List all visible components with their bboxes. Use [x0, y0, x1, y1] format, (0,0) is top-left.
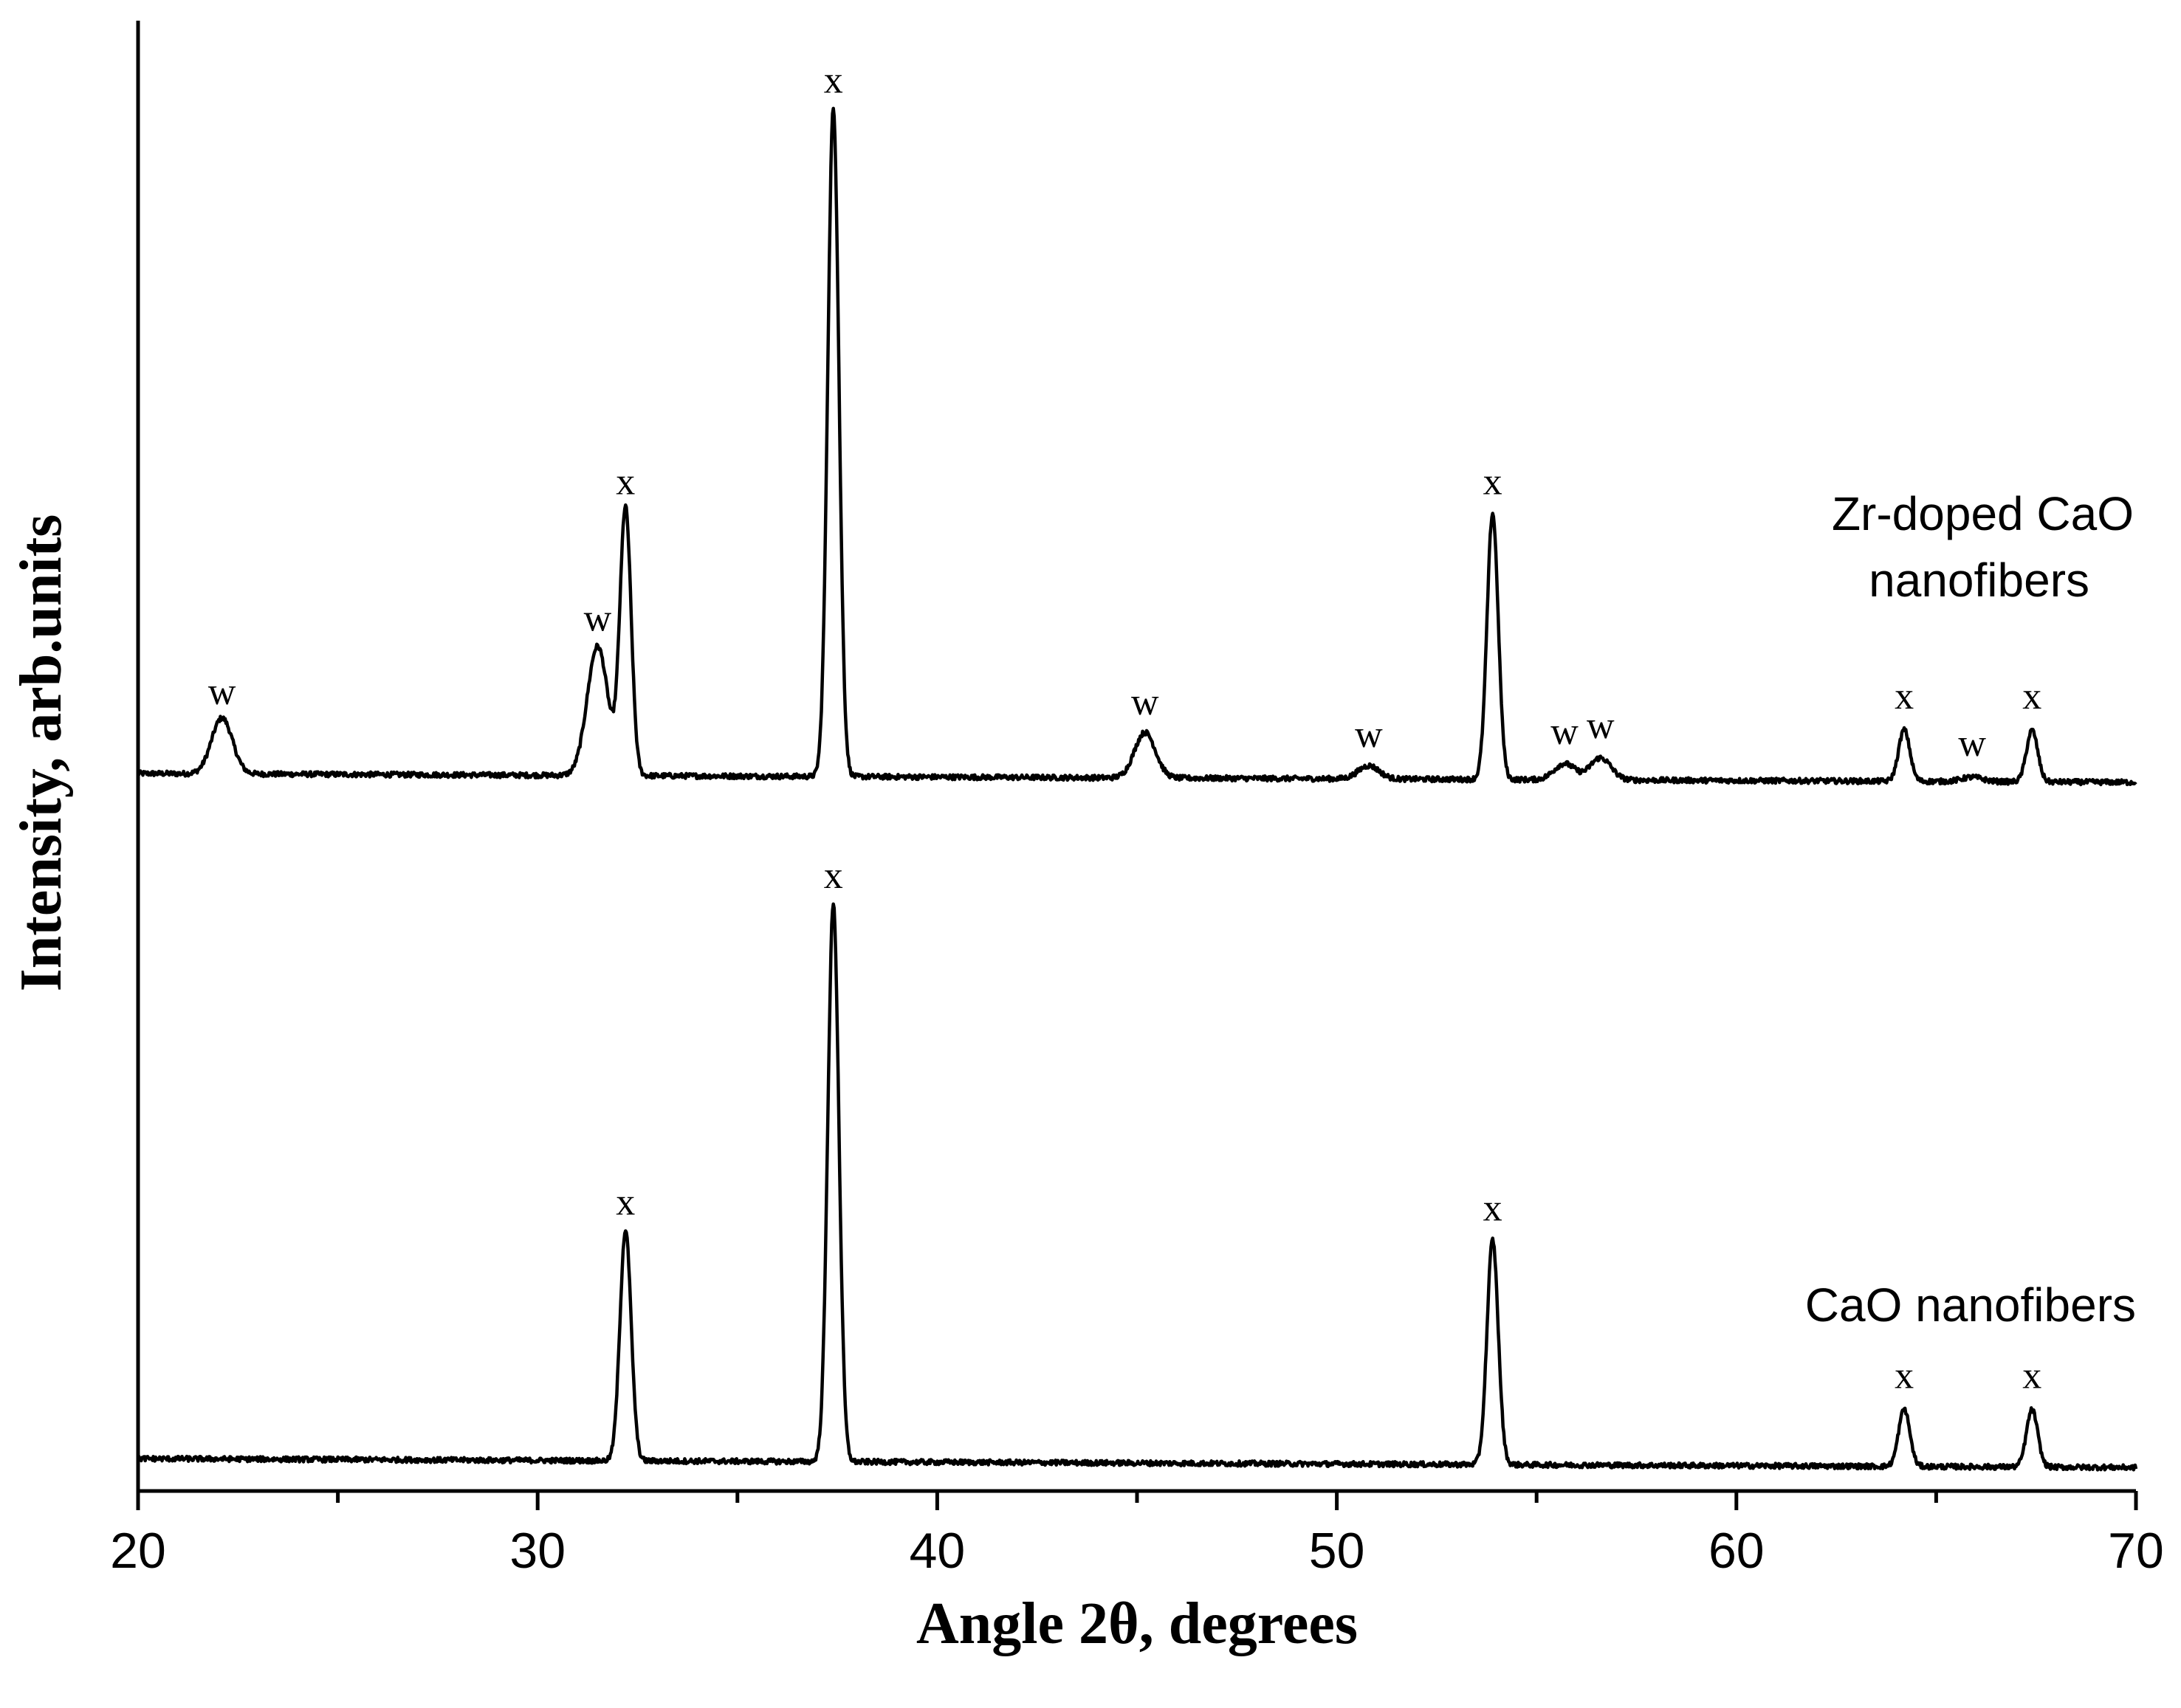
peak-label-zr-w-4: w — [1131, 681, 1159, 723]
peak-label-zr-w-7: w — [1550, 711, 1579, 753]
peak-label-zr-x-9: x — [1895, 675, 1914, 717]
peak-label-cao-x-0: x — [616, 1181, 635, 1223]
plot-area — [136, 21, 2136, 1493]
x-tick-label-20: 20 — [110, 1523, 166, 1579]
peak-label-zr-x-2: x — [616, 461, 635, 503]
x-axis-title: Angle 2θ, degrees — [916, 1591, 1358, 1656]
peak-label-cao-x-1: x — [824, 855, 843, 897]
peak-label-zr-w-5: w — [1355, 714, 1383, 756]
peak-label-zr-w-0: w — [208, 671, 236, 713]
peak-label-zr-x-6: x — [1483, 461, 1502, 503]
x-tick-label-70: 70 — [2108, 1523, 2164, 1579]
x-tick-label-40: 40 — [910, 1523, 966, 1579]
peak-label-zr-x-11: x — [2022, 675, 2041, 717]
y-axis-title: Intensity, arb.units — [9, 514, 74, 992]
x-tick-label-60: 60 — [1708, 1523, 1765, 1579]
peak-label-cao-x-3: x — [1895, 1354, 1914, 1397]
peak-label-cao-x-4: x — [2022, 1354, 2041, 1397]
series-lines — [136, 106, 2138, 1472]
series-label-zr-doped-line2: nanofibers — [1869, 554, 2089, 607]
series-line-zr-doped-cao — [136, 106, 2137, 787]
peak-label-zr-x-3: x — [824, 60, 843, 102]
x-axis-ticks: 20 30 40 50 60 70 — [110, 1491, 2164, 1579]
x-tick-label-50: 50 — [1309, 1523, 1365, 1579]
series-label-zr-doped-line1: Zr-doped CaO — [1832, 487, 2134, 540]
series-label-cao: CaO nanofibers — [1805, 1278, 2136, 1332]
peak-label-zr-w-10: w — [1958, 723, 1986, 765]
x-tick-label-30: 30 — [509, 1523, 566, 1579]
peak-label-cao-x-2: x — [1483, 1187, 1502, 1229]
peak-label-zr-w-1: w — [584, 598, 612, 640]
peak-label-zr-w-8: w — [1587, 705, 1615, 747]
series-line-cao — [137, 902, 2138, 1472]
